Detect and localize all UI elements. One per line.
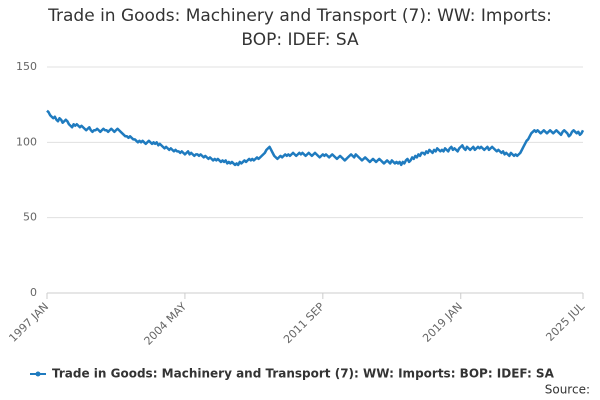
y-tick-label: 150 xyxy=(16,60,37,73)
legend-marker xyxy=(35,371,41,377)
legend-label: Trade in Goods: Machinery and Transport … xyxy=(52,367,555,381)
chart-title: Trade in Goods: Machinery and Transport … xyxy=(48,6,552,50)
y-tick-label: 50 xyxy=(23,211,37,224)
x-tick-label: 2011 SEP xyxy=(281,300,327,346)
source-label: Source: xyxy=(545,383,590,397)
x-tick-label: 2004 MAY xyxy=(142,300,190,348)
x-tick-label: 1997 JAN xyxy=(6,300,51,345)
x-tick-label: 2025 JUL xyxy=(543,299,587,343)
y-tick-label: 0 xyxy=(30,286,37,299)
data-line xyxy=(46,109,585,167)
x-tick-label: 2019 JAN xyxy=(420,300,465,345)
y-tick-label: 100 xyxy=(16,135,37,148)
